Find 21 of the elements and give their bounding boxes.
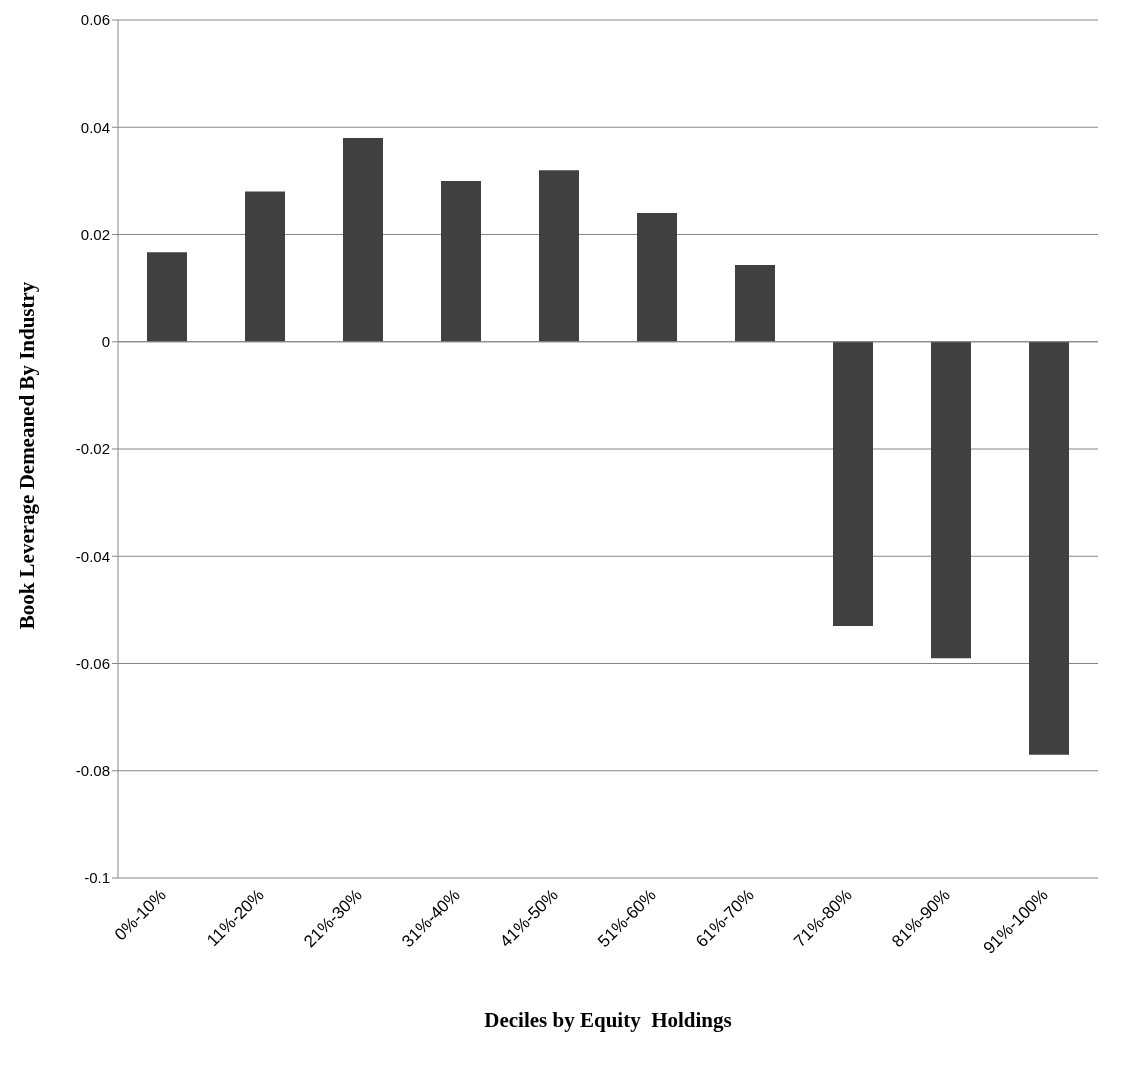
bar — [931, 341, 971, 659]
y-tick-label: -0.04 — [75, 547, 110, 565]
bar — [637, 213, 677, 342]
y-tick-label: 0.04 — [80, 118, 110, 136]
y-tick-label: 0 — [101, 333, 110, 351]
y-tick-label: -0.08 — [75, 762, 110, 780]
bar — [833, 341, 873, 626]
bar — [147, 252, 187, 342]
y-tick-label: -0.06 — [75, 654, 110, 672]
bar — [1029, 341, 1069, 755]
y-tick-label: -0.1 — [84, 869, 110, 887]
bar — [245, 191, 285, 342]
x-axis-title: Deciles by Equity Holdings — [483, 1008, 733, 1033]
y-axis-title: Book Leverage Demeaned By Industry — [15, 281, 41, 629]
bar — [735, 265, 775, 342]
y-tick-label: -0.02 — [75, 440, 110, 458]
y-tick-label: 0.02 — [80, 225, 110, 243]
bar — [441, 180, 481, 342]
bar — [539, 170, 579, 342]
y-tick-label: 0.06 — [80, 11, 110, 29]
bar — [343, 137, 383, 342]
